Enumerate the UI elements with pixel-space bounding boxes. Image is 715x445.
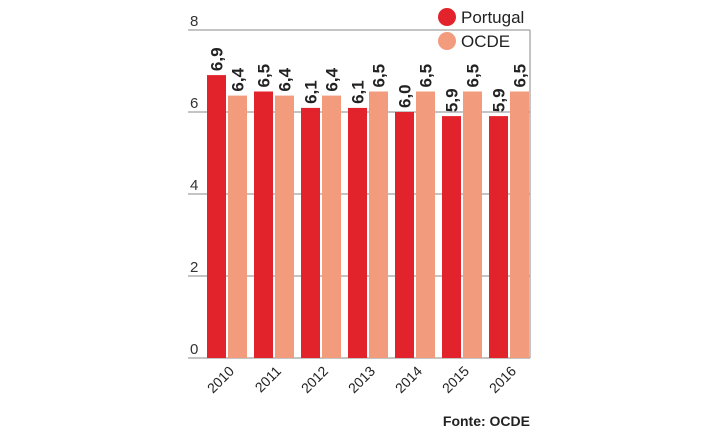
bar-ocde-2014	[416, 91, 435, 358]
data-label-ocde-2013: 6,5	[370, 64, 389, 88]
data-label-ocde-2012: 6,4	[323, 67, 342, 91]
bar-portugal-2015	[442, 116, 461, 358]
y-tick-label-4: 4	[190, 177, 198, 194]
bar-ocde-2010	[228, 95, 247, 358]
bar-ocde-2015	[463, 91, 482, 358]
bar-ocde-2012	[322, 95, 341, 358]
data-label-portugal-2011: 6,5	[255, 64, 274, 88]
bar-portugal-2016	[489, 116, 508, 358]
data-label-portugal-2015: 5,9	[443, 88, 462, 112]
data-label-ocde-2011: 6,4	[276, 67, 295, 91]
legend-marker-ocde	[438, 32, 456, 50]
bar-portugal-2014	[395, 112, 414, 358]
bar-ocde-2016	[510, 91, 529, 358]
data-labels: 6,96,4 6,5 6,46,16,46,16,56,06,55,96,55,96…	[208, 47, 530, 112]
bar-ocde-2011	[275, 95, 294, 358]
legend-marker-portugal	[438, 8, 456, 26]
bar-portugal-2013	[348, 107, 367, 359]
x-tick-label-2014: 2014	[392, 363, 425, 396]
x-tick-label-2015: 2015	[439, 363, 472, 396]
bar-portugal-2011	[254, 91, 273, 358]
legend: Portugal OCDE	[438, 8, 524, 51]
x-tick-label-2012: 2012	[298, 363, 331, 396]
data-label-ocde-2015: 6,5	[464, 64, 483, 88]
legend-label-portugal: Portugal	[461, 8, 524, 27]
data-label-portugal-2016: 5,9	[490, 88, 509, 112]
y-tick-label-8: 8	[190, 13, 198, 30]
data-label-ocde-2010: 6,4	[229, 67, 248, 91]
data-label-portugal-2010: 6,9	[208, 47, 227, 71]
data-label-portugal-2012: 6,1	[302, 80, 321, 104]
bar-ocde-2013	[369, 91, 388, 358]
x-tick-label-2013: 2013	[345, 363, 378, 396]
legend-label-ocde: OCDE	[461, 32, 510, 51]
y-tick-label-2: 2	[190, 259, 198, 276]
x-tick-label-2011: 2011	[252, 363, 285, 396]
bar-portugal-2010	[207, 75, 226, 358]
x-axis-ticks: 2010 2011 2012 2013 2014 2015 2016	[204, 363, 519, 396]
source-note: Fonte: OCDE	[443, 413, 530, 429]
y-tick-label-0: 0	[190, 341, 198, 358]
y-axis-ticks: 0 2 4 6 8	[190, 13, 198, 358]
data-label-portugal-2013: 6,1	[349, 80, 368, 104]
data-label-ocde-2016: 6,5	[511, 64, 530, 88]
y-tick-label-6: 6	[190, 95, 198, 112]
bars	[207, 75, 529, 359]
x-tick-label-2016: 2016	[486, 363, 519, 396]
data-label-portugal-2014: 6,0	[396, 84, 415, 108]
x-tick-label-2010: 2010	[204, 363, 237, 396]
bar-portugal-2012	[301, 107, 320, 359]
data-label-ocde-2014: 6,5	[417, 64, 436, 88]
